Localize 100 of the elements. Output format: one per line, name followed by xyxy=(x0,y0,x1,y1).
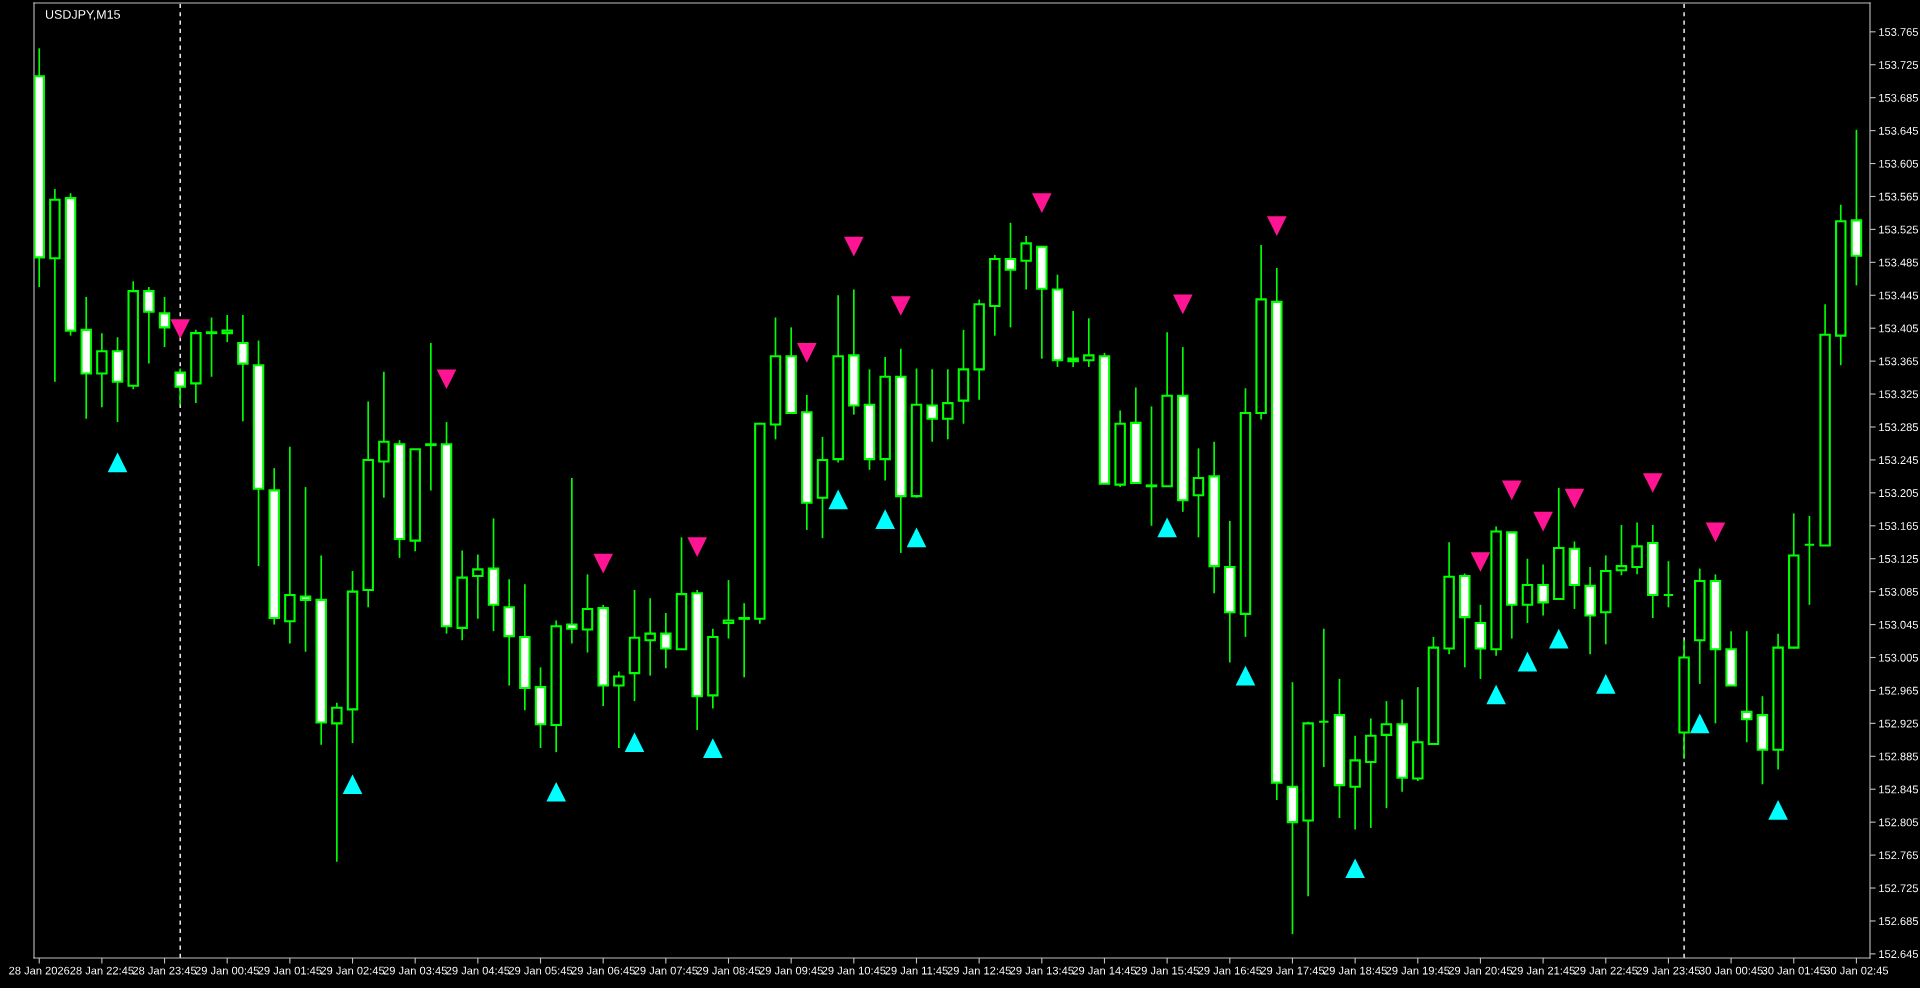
x-tick-label: 28 Jan 23:45 xyxy=(132,966,197,975)
point xyxy=(828,489,848,510)
y-tick-label: 153.045 xyxy=(1879,620,1919,629)
candlestick xyxy=(1192,447,1205,539)
y-tick-label: 153.005 xyxy=(1879,653,1919,662)
candlestick xyxy=(644,597,656,677)
x-tick-label: 30 Jan 02:45 xyxy=(1824,966,1889,975)
y-tick-label: 153.445 xyxy=(1879,291,1919,300)
point xyxy=(1548,628,1569,649)
candlestick xyxy=(722,579,735,640)
y-tick-label: 153.685 xyxy=(1879,93,1919,102)
x-tick-label: 29 Jan 01:45 xyxy=(258,966,322,975)
point xyxy=(906,527,927,548)
candlestick xyxy=(566,477,578,645)
x-tick-label: 29 Jan 12:45 xyxy=(947,966,1011,975)
candlestick xyxy=(1380,700,1393,809)
candlestick xyxy=(237,314,249,423)
x-tick-label: 29 Jan 17:45 xyxy=(1260,966,1325,975)
point xyxy=(1689,713,1710,734)
x-tick-label: 29 Jan 06:45 xyxy=(571,966,635,975)
x-tick-label: 29 Jan 15:45 xyxy=(1135,966,1199,975)
x-tick-label: 29 Jan 22:45 xyxy=(1574,966,1638,975)
x-tick-label: 29 Jan 19:45 xyxy=(1386,966,1450,975)
candlestick xyxy=(1537,563,1549,617)
x-tick-label: 30 Jan 01:45 xyxy=(1762,966,1826,975)
x-tick-label: 29 Jan 08:45 xyxy=(696,966,761,975)
candlestick xyxy=(425,342,437,492)
candlestick xyxy=(1020,235,1032,291)
candlestick xyxy=(331,701,343,863)
x-tick-label: 29 Jan 21:45 xyxy=(1511,966,1575,975)
candlestick xyxy=(378,370,390,499)
candlestick xyxy=(1083,317,1095,368)
point xyxy=(170,319,191,339)
point xyxy=(1345,858,1365,879)
point xyxy=(1470,552,1491,572)
y-tick-label: 152.685 xyxy=(1879,917,1919,926)
x-tick-label: 30 Jan 00:45 xyxy=(1699,966,1763,975)
x-tick-label: 29 Jan 18:45 xyxy=(1323,966,1387,975)
x-tick-label: 29 Jan 13:45 xyxy=(1010,966,1074,975)
candlestick xyxy=(299,486,312,653)
candlestick xyxy=(1741,630,1753,744)
point xyxy=(844,236,864,257)
candlestick xyxy=(1662,560,1675,609)
y-tick-label: 153.605 xyxy=(1879,159,1919,168)
y-tick-label: 153.325 xyxy=(1879,390,1919,399)
x-tick-label: 29 Jan 02:45 xyxy=(320,966,385,975)
y-tick-label: 153.085 xyxy=(1879,587,1919,596)
point xyxy=(1031,193,1052,213)
candlestick xyxy=(205,316,218,378)
candlestick xyxy=(143,286,155,365)
candlestick xyxy=(221,314,233,344)
point xyxy=(1266,216,1287,236)
candlestick xyxy=(1067,310,1079,368)
y-tick-label: 153.525 xyxy=(1879,225,1919,234)
point xyxy=(1235,665,1256,686)
y-tick-label: 153.645 xyxy=(1879,126,1919,135)
x-tick-label: 29 Jan 05:45 xyxy=(508,966,573,975)
y-tick-label: 153.765 xyxy=(1879,28,1919,36)
y-tick-label: 152.885 xyxy=(1879,752,1919,761)
y-tick-label: 152.805 xyxy=(1879,818,1919,827)
x-tick-label: 28 Jan 2026 xyxy=(9,966,70,975)
point xyxy=(342,774,363,795)
y-tick-label: 153.725 xyxy=(1879,61,1919,69)
candlestick xyxy=(738,602,750,679)
y-tick-label: 153.565 xyxy=(1879,192,1919,201)
point xyxy=(436,369,457,390)
x-tick-label: 29 Jan 07:45 xyxy=(634,966,698,975)
point xyxy=(703,738,723,758)
x-tick-label: 29 Jan 04:45 xyxy=(446,966,510,975)
x-tick-label: 29 Jan 16:45 xyxy=(1198,966,1262,975)
point xyxy=(1595,674,1616,694)
x-tick-label: 28 Jan 22:45 xyxy=(70,966,134,975)
candlestick xyxy=(472,553,484,620)
candlestick xyxy=(158,296,171,348)
y-tick-label: 153.165 xyxy=(1879,522,1919,530)
point xyxy=(1172,294,1193,315)
point xyxy=(891,296,911,316)
y-tick-label: 153.205 xyxy=(1879,489,1919,497)
x-tick-label: 29 Jan 20:45 xyxy=(1448,966,1513,975)
y-tick-label: 152.965 xyxy=(1879,686,1919,695)
point xyxy=(1486,684,1506,705)
y-tick-label: 152.645 xyxy=(1879,950,1919,959)
y-tick-label: 153.365 xyxy=(1879,357,1919,366)
x-tick-label: 29 Jan 11:45 xyxy=(885,966,948,975)
candlestick xyxy=(1145,405,1158,527)
point xyxy=(1517,651,1538,672)
point xyxy=(1501,480,1522,501)
x-tick-label: 29 Jan 03:45 xyxy=(383,966,447,975)
y-tick-label: 153.485 xyxy=(1879,258,1919,267)
candlestick xyxy=(1318,627,1330,768)
y-tick-label: 153.245 xyxy=(1879,456,1919,465)
y-tick-label: 153.285 xyxy=(1879,423,1919,432)
candlestick xyxy=(1631,521,1643,576)
point xyxy=(1705,522,1726,543)
x-tick-label: 29 Jan 14:45 xyxy=(1072,966,1137,975)
x-tick-label: 29 Jan 00:45 xyxy=(195,966,259,975)
candlestick xyxy=(942,368,954,441)
x-tick-label: 29 Jan 23:45 xyxy=(1636,966,1701,975)
y-tick-label: 152.725 xyxy=(1879,884,1919,893)
x-tick-label: 29 Jan 09:45 xyxy=(759,966,823,975)
